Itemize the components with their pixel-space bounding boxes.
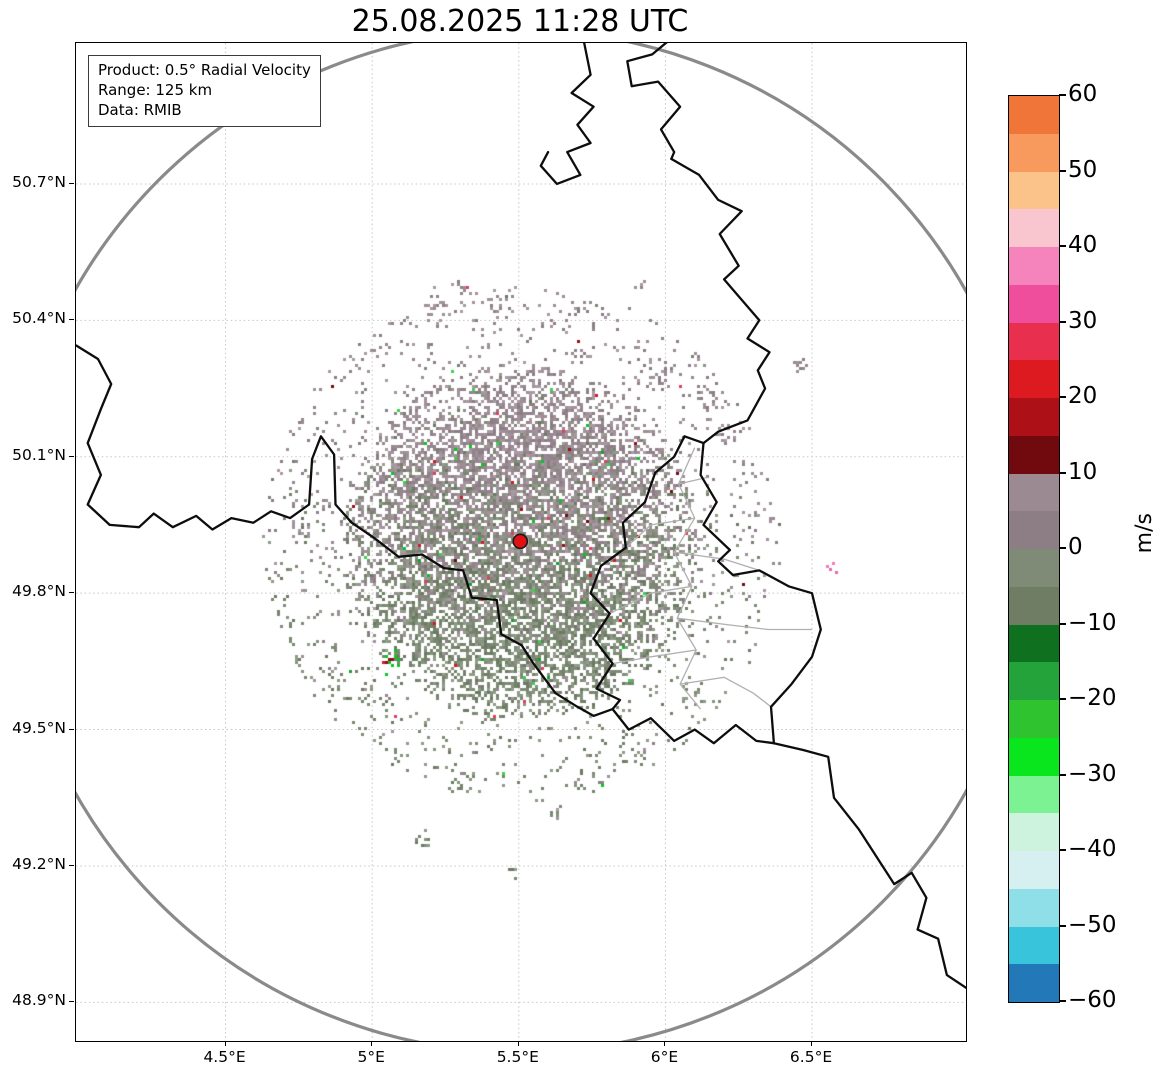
colorbar-segment xyxy=(1009,247,1059,285)
colorbar-segment xyxy=(1009,360,1059,398)
colorbar-segment xyxy=(1009,700,1059,738)
y-tick-label: 49.8°N xyxy=(12,582,66,601)
colorbar-tick-mark xyxy=(1059,245,1066,247)
colorbar-segment xyxy=(1009,398,1059,436)
colorbar-tick-mark xyxy=(1059,622,1066,625)
x-tick-label: 6°E xyxy=(650,1048,679,1066)
colorbar-tick-mark xyxy=(1059,849,1066,851)
colorbar-tick-label: 40 xyxy=(1068,232,1098,258)
colorbar-segment xyxy=(1009,775,1059,814)
colorbar-tick-label: 10 xyxy=(1068,458,1098,485)
y-tick-mark xyxy=(69,319,74,321)
x-tick-mark xyxy=(664,1041,666,1046)
x-tick-label: 5°E xyxy=(357,1048,385,1066)
colorbar-segment xyxy=(1009,473,1059,512)
colorbar-segment xyxy=(1009,435,1059,474)
colorbar-segment xyxy=(1009,171,1059,210)
colorbar-segment xyxy=(1009,851,1059,889)
colorbar-segment xyxy=(1009,96,1059,134)
colorbar-segment xyxy=(1009,284,1059,323)
x-tick-mark xyxy=(371,1041,373,1046)
colorbar-segment xyxy=(1009,662,1059,700)
colorbar-tick-label: 30 xyxy=(1068,307,1098,334)
colorbar-segment xyxy=(1009,888,1059,927)
y-tick-mark xyxy=(69,455,74,457)
colorbar-unit-label: m/s xyxy=(1132,513,1157,554)
colorbar-segment xyxy=(1009,586,1059,625)
colorbar-tick-mark xyxy=(1059,94,1066,96)
colorbar-segment xyxy=(1009,624,1059,663)
colorbar-tick-mark xyxy=(1059,1000,1066,1002)
colorbar-tick-label: −10 xyxy=(1068,609,1117,636)
x-tick-mark xyxy=(224,1041,226,1046)
colorbar-tick-label: −20 xyxy=(1068,685,1117,711)
data-source-line: Data: RMIB xyxy=(98,100,182,119)
product-info-box: Product: 0.5° Radial Velocity Range: 125… xyxy=(88,55,321,128)
map-plot-area: Product: 0.5° Radial Velocity Range: 125… xyxy=(75,42,967,1042)
range-line: Range: 125 km xyxy=(98,80,213,99)
colorbar-tick-mark xyxy=(1059,471,1066,474)
colorbar-tick-label: 20 xyxy=(1068,383,1098,409)
colorbar-segment xyxy=(1009,737,1059,776)
figure-title: 25.08.2025 11:28 UTC xyxy=(351,4,689,39)
y-tick-label: 50.1°N xyxy=(12,445,66,464)
y-tick-label: 49.2°N xyxy=(12,854,66,873)
colorbar-segment xyxy=(1009,133,1059,172)
colorbar-tick-mark xyxy=(1059,698,1066,700)
colorbar-segment xyxy=(1009,549,1059,587)
colorbar-tick-label: −60 xyxy=(1068,987,1117,1013)
colorbar-tick-label: −30 xyxy=(1068,760,1117,787)
colorbar-tick-label: 0 xyxy=(1068,534,1083,560)
radar-site-marker xyxy=(512,533,529,550)
product-line: Product: 0.5° Radial Velocity xyxy=(98,61,311,79)
map-layer xyxy=(76,43,966,1041)
colorbar-segment xyxy=(1009,322,1059,361)
colorbar-segment xyxy=(1009,813,1059,851)
x-tick-label: 6.5°E xyxy=(789,1048,833,1066)
y-tick-label: 50.4°N xyxy=(12,309,66,328)
y-tick-label: 48.9°N xyxy=(12,991,66,1010)
y-tick-mark xyxy=(69,182,74,184)
colorbar xyxy=(1008,95,1060,1003)
colorbar-tick-mark xyxy=(1059,773,1066,776)
y-tick-mark xyxy=(69,728,74,730)
colorbar-tick-label: −40 xyxy=(1068,836,1117,862)
colorbar-segment xyxy=(1009,964,1059,1002)
colorbar-tick-mark xyxy=(1059,396,1066,398)
colorbar-tick-label: −50 xyxy=(1068,911,1117,938)
y-tick-label: 49.5°N xyxy=(12,718,66,737)
y-tick-mark xyxy=(69,1001,74,1003)
y-tick-mark xyxy=(69,864,74,866)
colorbar-tick-mark xyxy=(1059,547,1066,549)
colorbar-tick-mark xyxy=(1059,169,1066,172)
colorbar-tick-mark xyxy=(1059,320,1066,323)
x-tick-label: 5.5°E xyxy=(496,1048,539,1066)
x-tick-mark xyxy=(811,1041,813,1046)
colorbar-tick-label: 60 xyxy=(1068,81,1098,107)
colorbar-segment xyxy=(1009,209,1059,247)
x-tick-label: 4.5°E xyxy=(203,1048,246,1066)
y-tick-mark xyxy=(69,592,74,594)
x-tick-mark xyxy=(517,1041,519,1046)
colorbar-tick-label: 50 xyxy=(1068,156,1098,183)
y-tick-label: 50.7°N xyxy=(12,172,66,191)
colorbar-segment xyxy=(1009,926,1059,965)
colorbar-segment xyxy=(1009,511,1059,549)
colorbar-tick-mark xyxy=(1059,924,1066,927)
